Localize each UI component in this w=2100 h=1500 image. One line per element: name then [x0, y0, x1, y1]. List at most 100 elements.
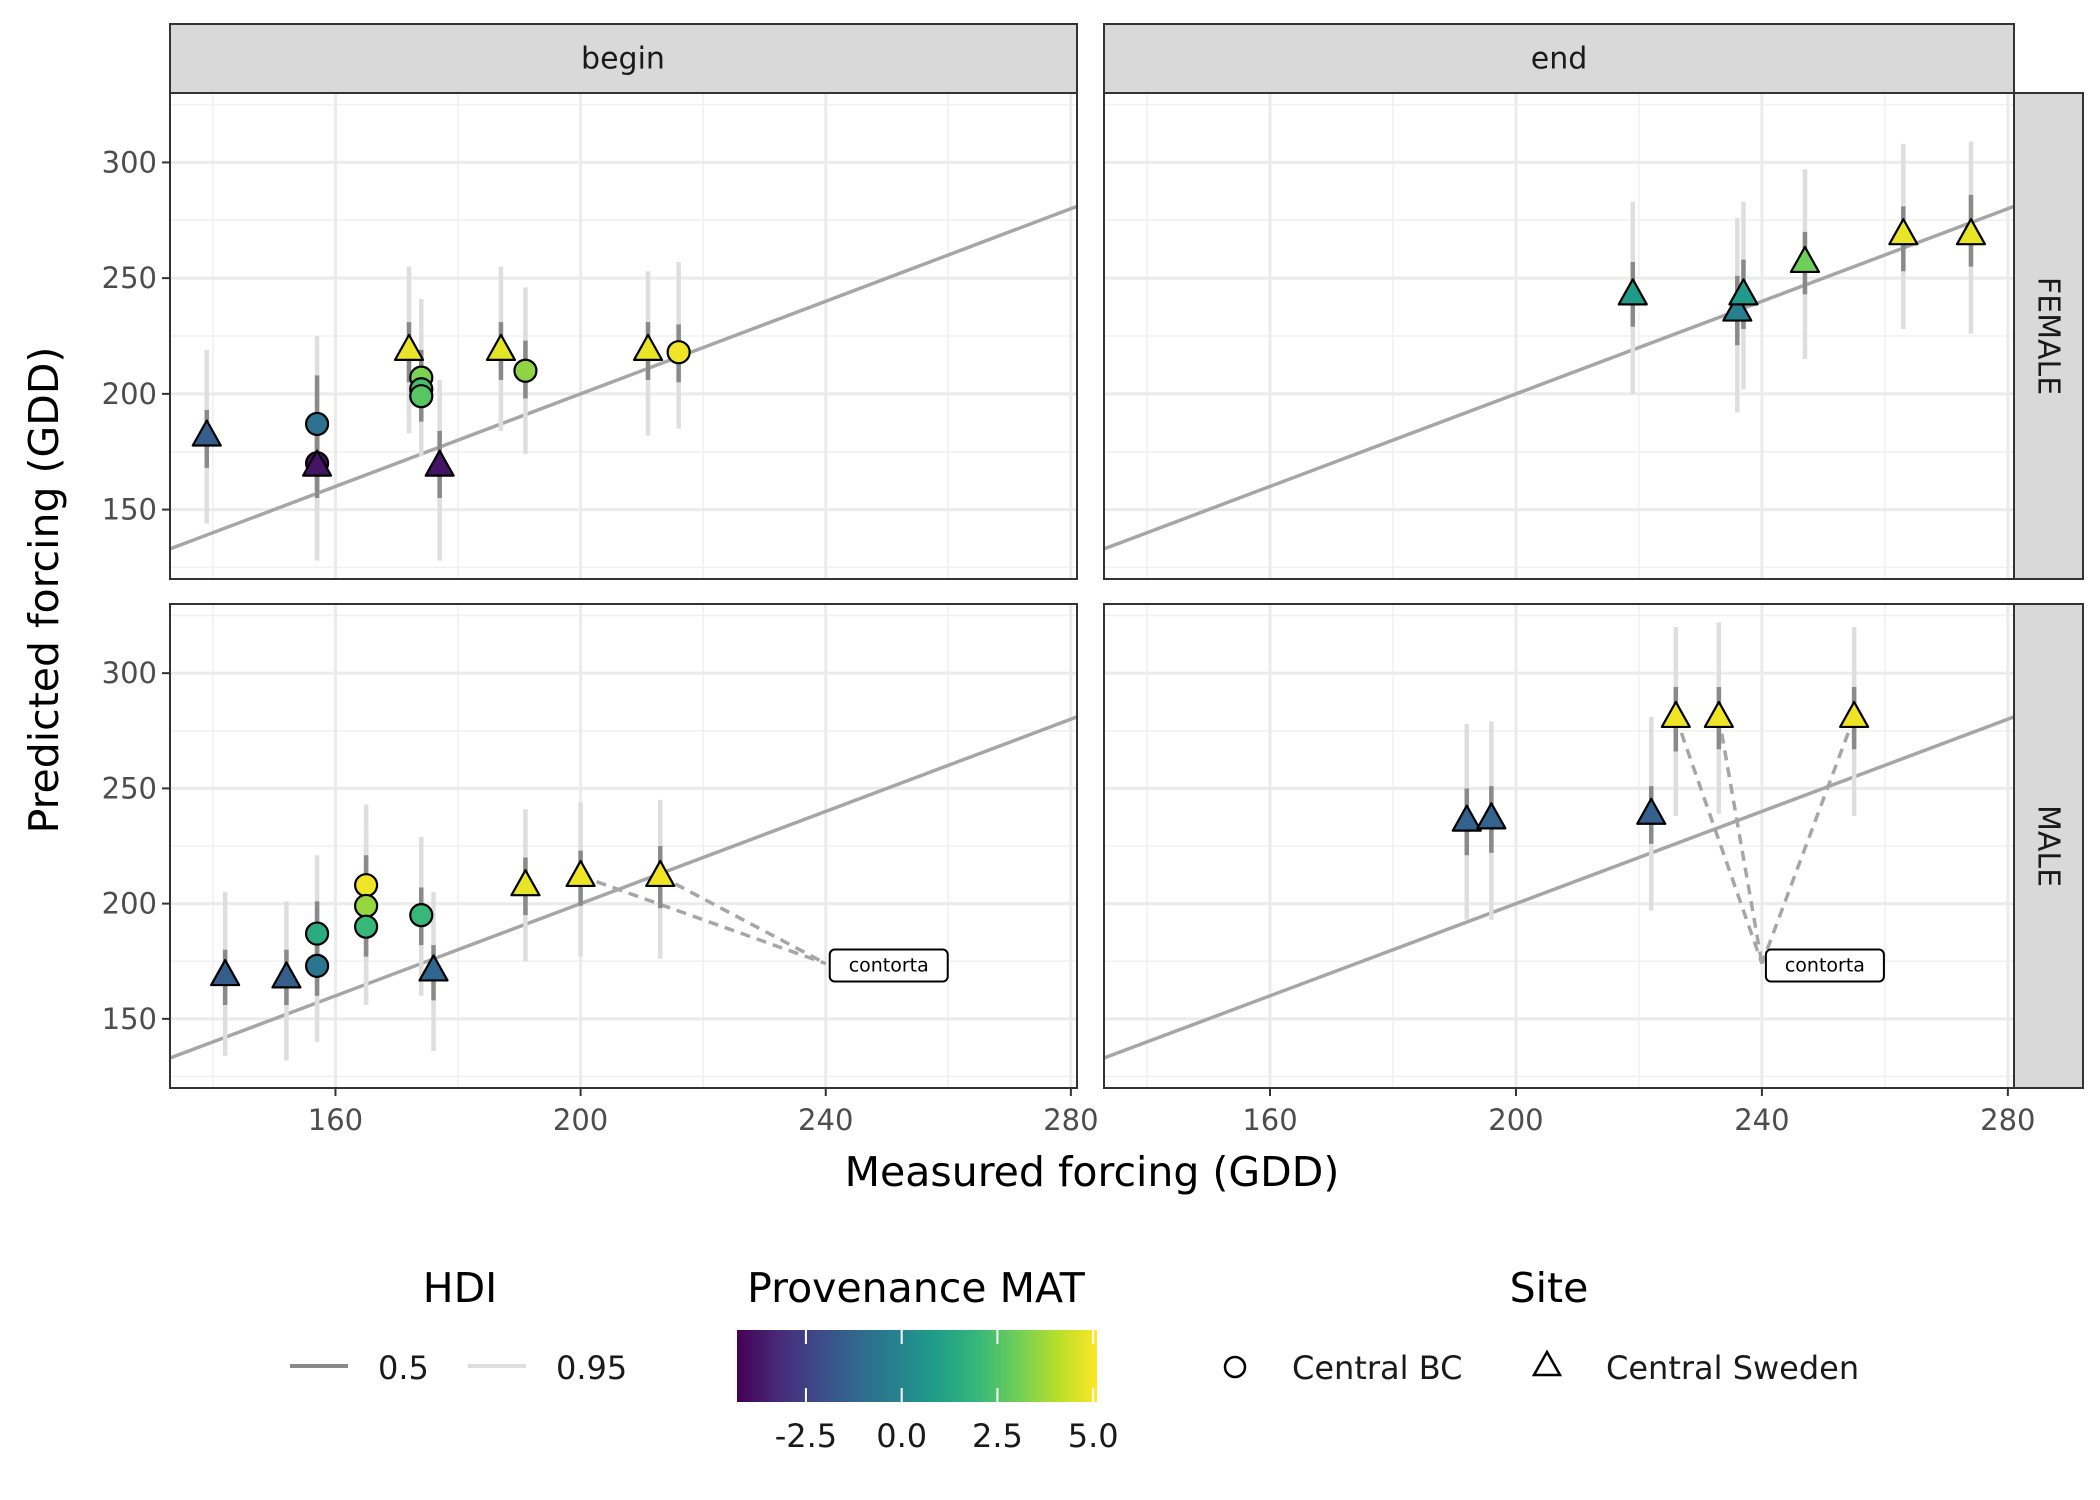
x-tick-label: 200: [1488, 1103, 1543, 1137]
data-point-central-sweden: [1476, 802, 1507, 830]
x-tick-label: 160: [1242, 1103, 1297, 1137]
legend-site-circle-icon: [1223, 1355, 1247, 1379]
x-tick-label: 280: [1980, 1103, 2035, 1137]
panel-content: [170, 204, 1077, 561]
legend-site-sweden-label: Central Sweden: [1606, 1349, 1859, 1387]
data-point-central-sweden: [1789, 245, 1821, 274]
panel-begin-female: [169, 92, 1078, 580]
strip-label-end: end: [1531, 42, 1588, 77]
panel-end-female: [1103, 92, 2015, 580]
data-point-central-sweden: [424, 449, 455, 477]
y-tick-label: 300: [102, 656, 157, 690]
x-tick-label: 240: [798, 1103, 853, 1137]
legend-mat-colorbar: [737, 1330, 1097, 1402]
legend-site-bc-label: Central BC: [1292, 1349, 1462, 1387]
annotation-label-box: [828, 948, 949, 983]
strip-end: [1103, 23, 2015, 94]
data-point-central-bc: [513, 358, 538, 383]
strip-male: [2013, 603, 2084, 1089]
reference-line: [1104, 204, 2014, 551]
data-point-central-sweden: [210, 958, 241, 987]
y-tick-label: 250: [102, 771, 157, 805]
x-tick-label: 240: [1734, 1103, 1789, 1137]
data-point-central-sweden: [393, 333, 425, 361]
data-point-central-sweden: [1703, 700, 1734, 729]
data-point-central-bc: [666, 340, 691, 365]
reference-line: [1104, 715, 2014, 1060]
y-tick-label: 300: [102, 145, 157, 179]
data-point-central-sweden: [1451, 804, 1482, 832]
data-point-central-sweden: [271, 961, 302, 989]
y-tick-label: 150: [102, 1002, 157, 1036]
annotation-leader-line: [1674, 716, 1764, 965]
annotation-leader-line: [1717, 716, 1764, 964]
data-point-central-bc: [304, 411, 330, 437]
annotation-label: contorta: [849, 955, 929, 977]
colorbar-tick-label: 5.0: [1068, 1417, 1119, 1455]
panel-end-male: contorta: [1103, 603, 2015, 1089]
annotation-leader-line: [1760, 716, 1856, 965]
data-point-central-sweden: [1660, 700, 1691, 729]
legend-hdi: HDI 0.5 0.95: [290, 1264, 627, 1387]
data-point-central-bc: [354, 893, 379, 919]
y-tick-label: 250: [102, 261, 157, 295]
colorbar-tick-label: 0.0: [876, 1417, 927, 1455]
data-point-central-sweden: [301, 449, 333, 477]
data-point-central-sweden: [1636, 797, 1667, 825]
panel-border: [169, 603, 1078, 1089]
data-point-central-sweden: [1888, 218, 1919, 246]
data-point-central-bc: [409, 903, 434, 928]
data-point-central-sweden: [1617, 278, 1648, 306]
x-axis-title: Measured forcing (GDD): [845, 1148, 1340, 1196]
x-tick-label: 160: [308, 1103, 363, 1137]
data-point-central-sweden: [510, 869, 541, 897]
legend-hdi-title: HDI: [423, 1264, 498, 1312]
annotation-leader-line: [659, 874, 827, 966]
data-point-central-sweden: [645, 859, 676, 888]
strip-label-female: FEMALE: [2031, 277, 2066, 395]
x-tick-label: 280: [1043, 1103, 1098, 1137]
data-point-central-sweden: [565, 859, 596, 888]
data-point-central-bc: [409, 384, 434, 409]
reference-line: [170, 204, 1077, 551]
reference-line: [170, 715, 1077, 1060]
data-point-central-sweden: [418, 954, 449, 982]
data-point-central-sweden: [1955, 218, 1987, 246]
strip-begin: [169, 23, 1078, 94]
data-point-central-bc: [304, 953, 330, 978]
annotation-label-box: [1764, 948, 1885, 983]
legend-mat-title: Provenance MAT: [747, 1264, 1086, 1312]
data-point-central-sweden: [1722, 294, 1753, 322]
y-axis-title: Predicted forcing (GDD): [20, 347, 68, 834]
legend-site: Site Central BC Central Sweden: [1223, 1264, 1859, 1387]
x-tick-label: 200: [553, 1103, 608, 1137]
annotation-leader-line: [580, 874, 827, 966]
legend-hdi-95-label: 0.95: [556, 1349, 627, 1387]
y-tick-label: 150: [102, 493, 157, 527]
data-point-central-bc: [354, 914, 379, 939]
legend-mat: Provenance MAT -2.5 0.0 2.5 5.0: [737, 1264, 1119, 1455]
y-tick-label: 200: [102, 887, 157, 921]
data-point-central-sweden: [485, 333, 517, 361]
data-point-central-sweden: [191, 419, 222, 447]
facet-strips: begin end FEMALE MALE: [169, 23, 2084, 1089]
colorbar-tick-label: -2.5: [775, 1417, 837, 1455]
y-tick-label: 200: [102, 377, 157, 411]
legend-site-title: Site: [1510, 1264, 1589, 1312]
legend-mat-ticks: -2.5 0.0 2.5 5.0: [775, 1330, 1119, 1455]
colorbar-tick-label: 2.5: [972, 1417, 1023, 1455]
strip-label-male: MALE: [2031, 805, 2066, 887]
panel-content: [170, 715, 1077, 1061]
annotation-label: contorta: [1785, 955, 1865, 977]
strip-female: [2013, 92, 2084, 580]
legend: HDI 0.5 0.95 Provenance MAT -2.5 0.0 2.5 5.…: [290, 1264, 1859, 1455]
x-axis-ticks: 160 200 240 280 160 200 240 280: [308, 1088, 2036, 1137]
y-axis-ticks: 150 200 250 300 150 200 250 300: [102, 145, 170, 1036]
data-point-central-sweden: [1728, 278, 1759, 306]
panels-layer: contorta contorta: [169, 92, 2015, 1089]
strip-label-begin: begin: [581, 42, 665, 77]
legend-hdi-50-label: 0.5: [378, 1349, 429, 1387]
data-point-central-sweden: [1839, 700, 1870, 729]
panel-content: [1104, 141, 2014, 551]
